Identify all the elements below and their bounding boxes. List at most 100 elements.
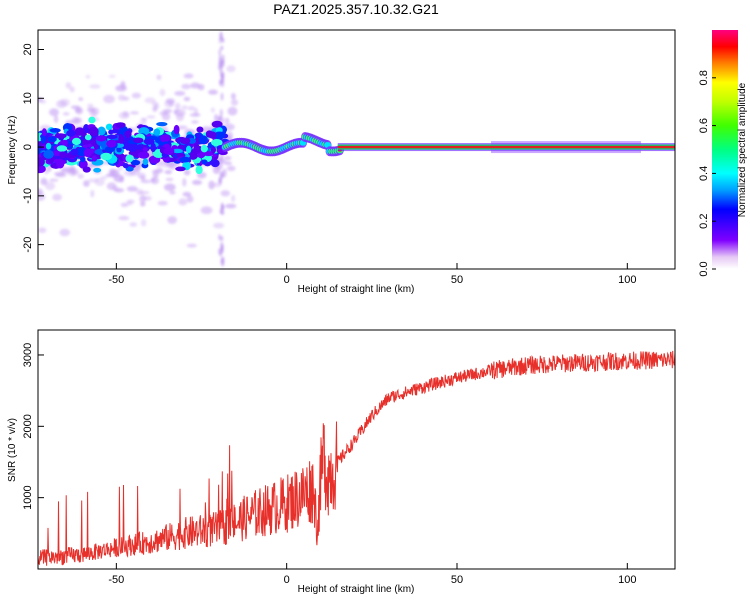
spectrogram-band-layer bbox=[221, 132, 344, 157]
spectrogram-core-cell bbox=[143, 138, 155, 145]
spectrogram-core-cell bbox=[43, 149, 54, 159]
spectrogram-x-label: Height of straight line (km) bbox=[298, 284, 415, 295]
spectrogram-core-cell bbox=[74, 127, 86, 136]
spectrogram-faint-cell bbox=[226, 165, 236, 172]
spectrogram-core-cell bbox=[198, 135, 208, 145]
spectrogram-core-cell bbox=[105, 123, 113, 131]
spectrogram-faint-cell bbox=[200, 206, 213, 215]
spectrogram-faint-cell bbox=[126, 185, 138, 192]
spectrogram-xtick-label: 50 bbox=[451, 274, 463, 286]
spectrogram-core-cell bbox=[38, 164, 46, 174]
spectrogram-core-cell bbox=[130, 159, 141, 166]
spectrogram-faint-cell bbox=[131, 92, 142, 99]
spectrogram-faint-cell bbox=[169, 190, 176, 195]
spectrogram-streak-cell bbox=[220, 92, 224, 101]
spectrogram-core-cell bbox=[106, 134, 118, 140]
spectrogram-faint-cell bbox=[85, 75, 91, 79]
spectrogram-faint-cell bbox=[123, 96, 130, 101]
spectrogram-faint-cell bbox=[154, 103, 160, 109]
spectrogram-core-cell bbox=[205, 130, 213, 138]
spectrogram-faint-cell bbox=[186, 195, 194, 203]
snr-ytick-label: 2000 bbox=[22, 414, 34, 438]
spectrogram-core-cell bbox=[93, 167, 102, 173]
spectrogram-core-cell bbox=[88, 116, 96, 124]
spectrogram-faint-cell bbox=[122, 111, 129, 118]
colorbar-tick-label: 0.2 bbox=[698, 214, 710, 229]
spectrogram-faint-cell bbox=[159, 88, 166, 97]
spectrogram-core-cell bbox=[100, 152, 113, 161]
spectrogram-faint-cell bbox=[181, 105, 188, 110]
spectrogram-core-cell bbox=[115, 122, 126, 128]
spectrogram-core-cell bbox=[95, 135, 107, 142]
spectrogram-faint-cell bbox=[183, 73, 194, 79]
spectrogram-core-cell bbox=[118, 134, 124, 144]
spectrogram-core-cell bbox=[163, 147, 175, 155]
spectrogram-core-cell bbox=[160, 134, 167, 143]
spectrogram-faint-cell bbox=[48, 108, 60, 117]
spectrogram-faint-cell bbox=[182, 191, 192, 197]
spectrogram-faint-cell bbox=[60, 167, 72, 174]
spectrogram-faint-cell bbox=[231, 194, 236, 203]
spectrogram-faint-cell bbox=[167, 216, 177, 225]
spectrogram-streak-cell bbox=[219, 170, 223, 178]
spectrogram-faint-cell bbox=[174, 91, 186, 96]
spectrogram-faint-cell bbox=[120, 81, 126, 90]
spectrogram-core-cell bbox=[80, 139, 92, 145]
spectrogram-streak-cell bbox=[221, 37, 225, 43]
spectrogram-faint-cell bbox=[59, 98, 71, 107]
carrier-line-core bbox=[337, 145, 675, 149]
spectrogram-faint-cell bbox=[224, 161, 232, 166]
spectrogram-faint-cell bbox=[74, 107, 82, 113]
spectrogram-streak-cell bbox=[220, 236, 224, 242]
spectrogram-faint-cell bbox=[183, 96, 191, 102]
spectrogram-faint-cell bbox=[191, 120, 199, 124]
snr-y-label: SNR (10 * v/v) bbox=[7, 418, 18, 482]
snr-y-ticks: 1000 2000 3000 bbox=[22, 343, 44, 510]
spectrogram-faint-cell bbox=[214, 114, 219, 122]
spectrogram-faint-cell bbox=[59, 228, 71, 237]
snr-ytick-label: 3000 bbox=[22, 343, 34, 367]
spectrogram-y-ticks: -20 -10 0 10 20 bbox=[22, 43, 44, 253]
spectrogram-core-cell bbox=[97, 126, 106, 136]
snr-xtick-label: -50 bbox=[108, 574, 124, 586]
spectrogram-faint-cell bbox=[225, 203, 237, 209]
spectrogram-faint-cell bbox=[186, 243, 197, 248]
spectrogram-faint-cell bbox=[140, 179, 152, 184]
spectrogram-core-cell bbox=[156, 122, 168, 127]
spectrogram-faint-cell bbox=[129, 111, 139, 115]
spectrogram-core-cell bbox=[187, 137, 196, 144]
spectrogram-core-cell bbox=[142, 158, 149, 166]
spectrogram-faint-cell bbox=[230, 92, 236, 100]
spectrogram-faint-cell bbox=[226, 65, 236, 73]
spectrogram-core-cell bbox=[196, 126, 204, 133]
spectrogram-core-cell bbox=[150, 142, 157, 153]
spectrogram-faint-cell bbox=[44, 182, 56, 190]
spectrogram-core-cell bbox=[200, 144, 208, 153]
spectrogram-faint-cell bbox=[178, 198, 188, 206]
spectrogram-faint-cell bbox=[197, 83, 205, 91]
spectrogram-faint-cell bbox=[183, 169, 191, 176]
spectrogram-faint-cell bbox=[224, 117, 230, 124]
spectrogram-core-cell bbox=[122, 163, 129, 169]
spectrogram-faint-cell bbox=[40, 177, 48, 186]
spectrogram-faint-cell bbox=[176, 112, 185, 122]
spectrogram-ytick-label: 20 bbox=[22, 43, 34, 55]
spectrogram-faint-cell bbox=[208, 180, 215, 190]
spectrogram-core-cell bbox=[142, 147, 149, 152]
spectrogram-ytick-label: -20 bbox=[22, 237, 34, 253]
spectrogram-core-cell bbox=[66, 129, 76, 137]
spectrogram-faint-cell bbox=[220, 190, 231, 197]
spectrogram-faint-cell bbox=[213, 222, 225, 229]
spectrogram-faint-cell bbox=[187, 106, 196, 111]
spectrogram-faint-cell bbox=[129, 222, 138, 227]
spectrogram-faint-cell bbox=[140, 219, 147, 227]
spectrogram-faint-cell bbox=[159, 111, 169, 116]
spectrogram-streak-cell bbox=[218, 178, 222, 185]
spectrogram-y-label: Frequency (Hz) bbox=[7, 116, 18, 185]
spectrogram-core-cell bbox=[59, 151, 67, 159]
spectrogram-core-cell bbox=[211, 120, 223, 128]
spectrogram-ytick-label: 10 bbox=[22, 92, 34, 104]
spectrogram-core-cell bbox=[40, 135, 46, 144]
spectrogram-faint-cell bbox=[164, 170, 173, 175]
spectrogram-core-cell bbox=[188, 152, 198, 160]
